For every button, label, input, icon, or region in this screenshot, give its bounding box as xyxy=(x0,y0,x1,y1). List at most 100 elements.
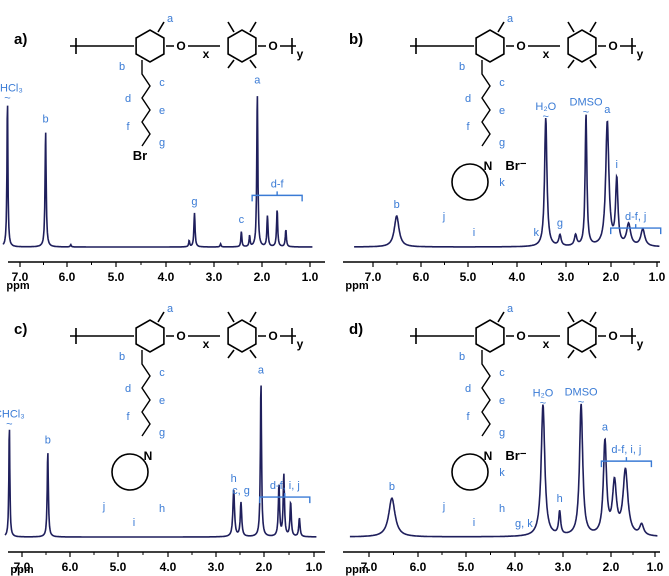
chain-label: c xyxy=(159,367,165,379)
chain-label: f xyxy=(126,121,130,133)
chain-label: i xyxy=(133,517,135,529)
polymer-bond xyxy=(506,38,636,54)
nitrogen-atom: N xyxy=(144,449,153,463)
x-tick-label: 3.0 xyxy=(206,270,223,284)
x-tick-label: 2.0 xyxy=(603,560,620,574)
x-tick-label: 5.0 xyxy=(110,560,127,574)
x-tick-label: 4.0 xyxy=(507,560,524,574)
x-tick-label: 5.0 xyxy=(458,560,475,574)
x-tick-label: 7.0 xyxy=(12,270,29,284)
panel-a: a) 7.0 6.0 5.0 4.0 3.0 2.0 1.0 ppm CHCl₃~ b g c a d-f O… xyxy=(0,13,325,292)
peak-tilde: ~ xyxy=(6,418,12,430)
spectrum-line xyxy=(4,385,317,538)
x-tick-label: 2.0 xyxy=(254,270,271,284)
spectrum-line xyxy=(349,403,658,538)
x-tick-label: 3.0 xyxy=(558,270,575,284)
chain-label: d xyxy=(465,383,471,395)
peak-label: b xyxy=(43,114,49,126)
x-axis-unit: ppm xyxy=(6,280,29,292)
repeat-y: y xyxy=(637,337,644,351)
chain-label: h xyxy=(159,503,165,515)
chain-label: e xyxy=(499,105,505,117)
x-tick-label: 5.0 xyxy=(108,270,125,284)
benzene-ring xyxy=(135,319,165,353)
x-tick-label: 2.0 xyxy=(603,270,620,284)
peak-label: i xyxy=(616,159,618,171)
peak-bracket xyxy=(259,493,311,504)
chain-label: f xyxy=(126,411,130,423)
repeat-y: y xyxy=(297,337,304,351)
x-tick-label: 4.0 xyxy=(509,270,526,284)
peak-label: b xyxy=(394,199,400,211)
x-tick-label: 5.0 xyxy=(460,270,477,284)
chain-label: g xyxy=(159,137,165,149)
spectrum-line xyxy=(354,114,660,248)
benzene-ring xyxy=(227,29,257,63)
methyl-groups xyxy=(497,311,597,359)
panel-letter: a) xyxy=(14,31,27,48)
x-tick-label: 2.0 xyxy=(256,560,273,574)
peak-label: g xyxy=(557,217,563,229)
panel-c: c)7.06.05.04.03.02.01.0ppmCHCl₃~bhc, gad… xyxy=(0,303,325,576)
chain-label: c xyxy=(499,367,505,379)
polymer-bond xyxy=(410,38,474,54)
x-tick-label: 1.0 xyxy=(647,560,664,574)
nitrogen-atom: N xyxy=(484,159,493,173)
chain-label: e xyxy=(159,395,165,407)
peak-label: g, k xyxy=(515,518,533,530)
repeat-x: x xyxy=(543,47,550,61)
chain-label: e xyxy=(499,395,505,407)
counter-ion: Br⁻ xyxy=(505,158,526,173)
repeat-x: x xyxy=(203,337,210,351)
repeat-y: y xyxy=(637,47,644,61)
chain-label: g xyxy=(159,427,165,439)
polymer-bond xyxy=(70,328,134,344)
benzene-ring xyxy=(567,29,597,63)
peak-label: H₂O xyxy=(535,101,556,113)
peak-label: d-f, i, j xyxy=(611,444,641,456)
peak-tilde: ~ xyxy=(583,107,589,119)
chain-label: d xyxy=(125,383,131,395)
peak-label: b xyxy=(389,481,395,493)
chain-label: a xyxy=(167,13,174,25)
repeat-x: x xyxy=(203,47,210,61)
methyl-groups xyxy=(157,311,257,359)
polymer-bond xyxy=(70,38,134,54)
x-axis-unit: ppm xyxy=(345,280,368,292)
polymer-bond xyxy=(166,328,296,344)
peak-label: H₂O xyxy=(533,388,554,400)
peak-label: DMSO xyxy=(565,387,598,399)
chain-label: a xyxy=(167,303,174,315)
alkyl-chain xyxy=(481,60,491,147)
peak-tilde: ~ xyxy=(540,398,546,410)
x-axis-unit: ppm xyxy=(10,564,33,576)
chain-label: d xyxy=(125,93,131,105)
chain-label: b xyxy=(119,61,125,73)
x-tick-label: 3.0 xyxy=(208,560,225,574)
x-axis-unit: ppm xyxy=(345,564,368,576)
oxygen-atom: O xyxy=(176,329,185,343)
chain-label: c xyxy=(499,77,505,89)
peak-label: CHCl₃ xyxy=(0,83,23,95)
chain-label: d xyxy=(465,93,471,105)
peak-bracket xyxy=(600,457,653,468)
chain-label: k xyxy=(499,177,505,189)
chemical-structure: O Ox y a b c d e f g h i j kN Br⁻ xyxy=(410,303,644,529)
chain-label: h xyxy=(499,503,505,515)
oxygen-atom: O xyxy=(516,329,525,343)
peak-label: h xyxy=(231,473,237,485)
oxygen-atom: O xyxy=(608,39,617,53)
alkyl-chain xyxy=(141,350,151,437)
chain-label: i xyxy=(473,517,475,529)
end-group: Br xyxy=(133,148,147,163)
amine-ring xyxy=(451,163,489,201)
benzene-ring xyxy=(475,29,505,63)
peak-label: c xyxy=(239,214,245,226)
x-tick-label: 3.0 xyxy=(555,560,572,574)
chain-label: a xyxy=(507,13,514,25)
chain-label: a xyxy=(507,303,514,315)
spectrum-line xyxy=(2,96,313,248)
x-tick-label: 6.0 xyxy=(413,270,430,284)
x-tick-label: 7.0 xyxy=(14,560,31,574)
